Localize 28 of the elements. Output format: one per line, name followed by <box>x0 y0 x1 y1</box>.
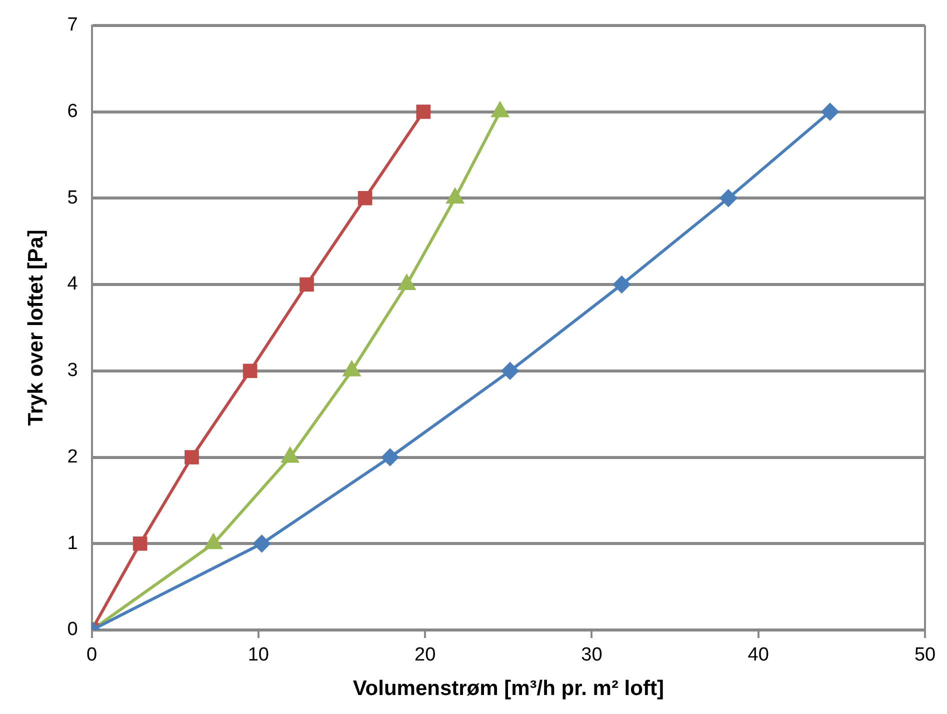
point <box>358 190 372 206</box>
y-tick-label: 4 <box>67 274 78 295</box>
point <box>184 450 199 464</box>
x-tick-label: 40 <box>748 644 769 666</box>
point <box>502 362 519 380</box>
point <box>822 103 839 120</box>
x-tick-label: 10 <box>248 644 269 666</box>
point <box>132 536 148 551</box>
y-tick-label: 5 <box>67 187 78 208</box>
x-axis-title: Volumenstrøm [m³/h pr. m² loft] <box>352 677 664 700</box>
y-tick-label: 6 <box>67 101 78 122</box>
y-tick-label: 1 <box>67 532 78 554</box>
y-tick-label: 2 <box>67 446 78 468</box>
y-tick-label: 7 <box>67 14 78 36</box>
point <box>720 190 737 207</box>
point <box>613 276 630 294</box>
point <box>253 535 270 552</box>
x-tick-label: 0 <box>86 644 98 666</box>
point <box>416 104 431 119</box>
y-tick-label: 3 <box>67 360 78 382</box>
x-tick-label: 30 <box>581 644 602 666</box>
x-tick-label: 20 <box>414 644 436 666</box>
x-tick-label: 50 <box>914 644 936 666</box>
point <box>300 277 314 292</box>
point <box>242 364 258 378</box>
y-tick-label: 0 <box>67 619 78 640</box>
y-axis-title: Tryk over loftet [Pa] <box>24 230 48 426</box>
point <box>382 448 399 466</box>
